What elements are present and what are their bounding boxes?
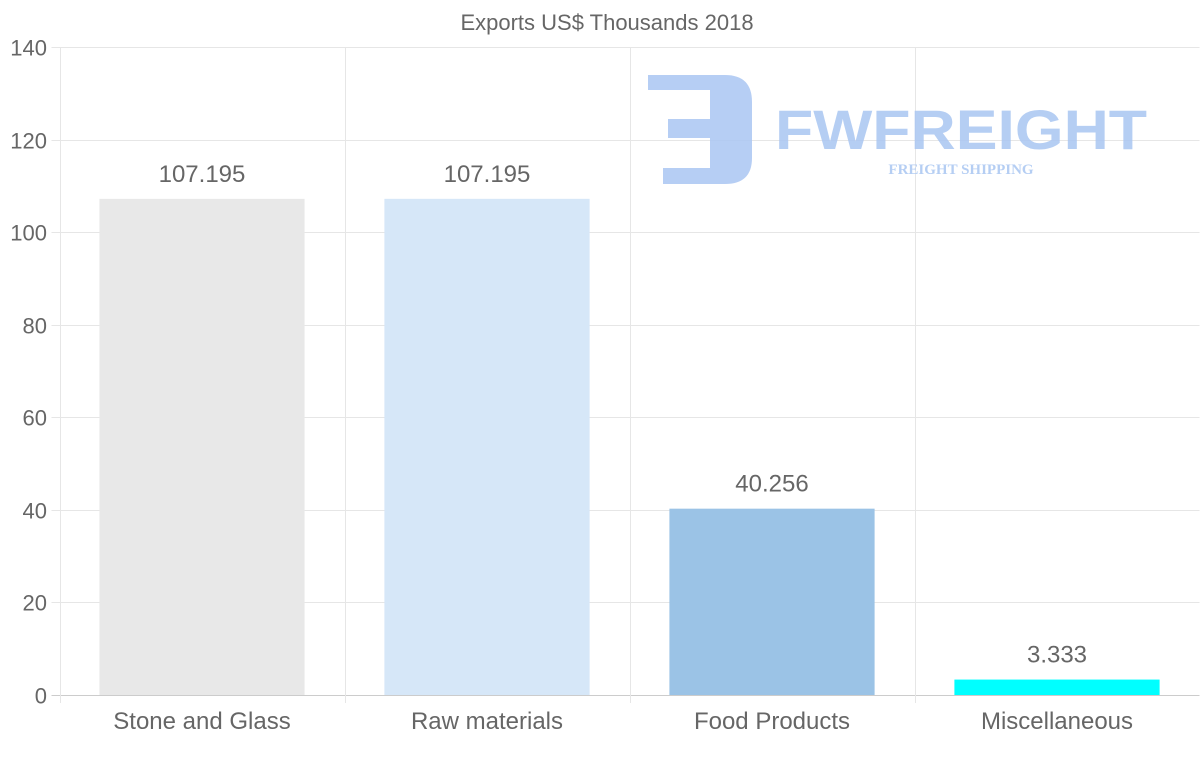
bar-raw-materials[interactable] [384,198,590,696]
fwfreight-watermark-logo: FWFREIGHT FREIGHT SHIPPING [648,75,1147,184]
watermark-tagline: FREIGHT SHIPPING [888,162,1033,178]
y-tick-label: 60 [23,406,47,431]
x-tick-label: Stone and Glass [113,708,290,735]
bar-stone-and-glass[interactable] [99,198,305,696]
data-label: 107.195 [444,161,531,188]
y-tick-label: 120 [10,129,47,154]
bar-food-products[interactable] [669,508,875,695]
x-tick-label: Raw materials [411,708,563,735]
y-tick-label: 40 [23,499,47,524]
chart-title: Exports US$ Thousands 2018 [460,10,753,35]
bar-miscellaneous[interactable] [954,679,1160,695]
data-label: 107.195 [159,161,246,188]
y-tick-label: 100 [10,221,47,246]
y-tick-label: 140 [10,36,47,61]
y-axis: 0 20 40 60 80 100 120 140 [10,36,47,709]
watermark-brand: FWFREIGHT [775,98,1147,161]
y-tick-label: 20 [23,591,47,616]
data-label: 40.256 [735,471,808,498]
y-tick-label: 80 [23,314,47,339]
y-tick-label: 0 [35,684,47,709]
logo-mark-icon [648,75,752,184]
x-axis: Stone and Glass Raw materials Food Product… [113,708,1133,735]
x-tick-label: Food Products [694,708,850,735]
bars: 107.195 107.195 40.256 3.333 [99,161,1160,696]
data-label: 3.333 [1027,642,1087,669]
x-tick-label: Miscellaneous [981,708,1133,735]
